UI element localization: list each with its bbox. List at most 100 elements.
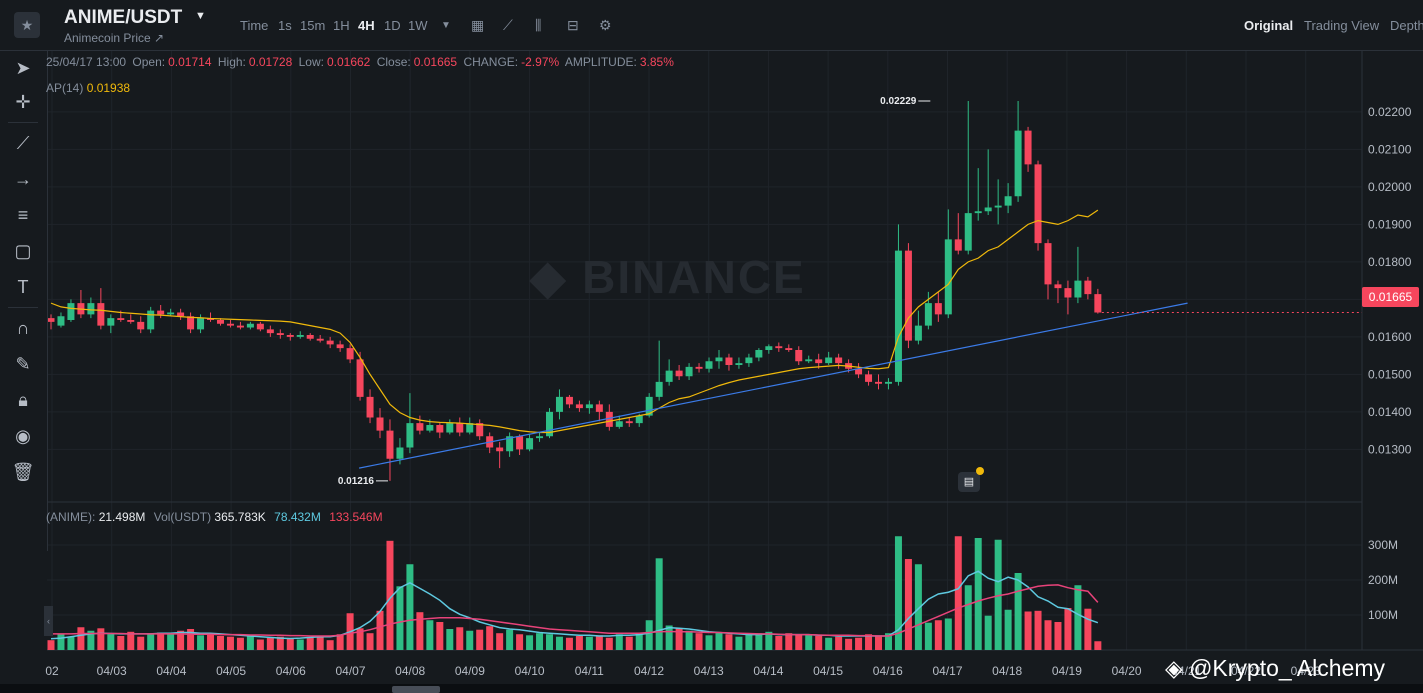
volume-bars [47,536,1102,650]
candle [795,346,803,365]
tab-1w[interactable]: 1W [408,18,428,33]
cursor-arrow-icon[interactable]: ➤ [15,58,31,78]
tab-1h[interactable]: 1H [333,18,350,33]
volume-bar [805,635,813,650]
candle [326,336,334,349]
tab-original[interactable]: Original [1244,18,1294,33]
candle-body [416,423,424,431]
candle [655,340,663,401]
tab-1d[interactable]: 1D [384,18,401,33]
volume-ma1-value: 78.432M [274,510,321,524]
collapse-toolbar-chevron-icon[interactable]: ‹ [44,606,53,636]
candle [67,299,75,322]
candle [286,333,294,341]
volume-bar [266,637,274,650]
volume-bar [426,620,434,650]
candle-body [924,303,932,326]
candle [1084,276,1092,300]
volume-bar [1094,641,1102,650]
volume-bar [336,634,344,650]
candle-body [934,303,942,315]
candle [685,363,693,380]
candle-body [536,436,544,439]
candle-body [246,323,254,328]
volume-value: 21.498M [98,510,146,524]
volume-bar [376,610,384,650]
volume-bar [585,636,593,650]
fib-tool-icon[interactable]: ≡ [17,205,29,225]
candle-body [625,421,633,424]
candle-body [1084,280,1092,295]
notes-badge-icon[interactable]: ▤ [958,472,980,492]
timeframe-more-icon[interactable]: ▼ [441,20,451,31]
scrollbar-thumb[interactable] [392,686,440,693]
draw-mode-icon[interactable]: ✎ [15,354,31,374]
candle [207,312,215,322]
candle [984,149,992,215]
symbol-title[interactable]: ANIME/USDT [64,7,183,28]
indicator-icon[interactable]: ⟋ [503,17,513,33]
magnet-icon[interactable]: ∩ [16,318,30,338]
tab-trading-view[interactable]: Trading View [1304,18,1380,33]
volume-bar [655,558,663,650]
chart-type-icon[interactable]: ⫼ [535,17,542,33]
trash-icon[interactable]: 🗑︎ [11,462,35,482]
symbol-dropdown-icon[interactable]: ▼ [195,10,206,22]
lock-icon[interactable]: 🔒︎ [18,390,28,410]
tab-depth[interactable]: Depth [1390,18,1423,33]
candle-body [157,310,165,315]
candle [575,400,583,412]
tab-15m[interactable]: 15m [300,18,326,33]
time-tick-label: 04/16 [873,664,903,678]
time-scrollbar[interactable] [0,684,1423,693]
candle-body [725,357,733,365]
candle [296,331,304,339]
candle-body [276,333,284,335]
text-tool-icon[interactable]: T [17,277,29,297]
volume-bar [1034,610,1042,650]
volume-bar [496,633,504,650]
high-label: High: [217,55,246,69]
volume-legend: (ANIME): 21.498M Vol(USDT) 365.783K 78.4… [46,510,383,524]
time-tick-label: 04/05 [216,664,246,678]
toolbar-divider [8,122,38,123]
candle-body [865,374,873,382]
volume-bar [605,637,613,650]
volume-bar [575,636,583,650]
visibility-eye-icon[interactable]: ◉ [15,426,31,446]
volume-bar [555,636,563,650]
settings-gear-icon[interactable]: ⚙ [599,17,612,33]
candle-body [127,320,135,322]
tab-time[interactable]: Time [240,18,269,33]
volume-bar [286,638,294,650]
tab-4h[interactable]: 4H [358,18,375,33]
rectangle-tool-icon[interactable]: ▢ [14,241,32,261]
compare-icon[interactable]: ⊟ [567,17,579,33]
candle-body [685,366,693,377]
price-tick-label: 0.02100 [1368,142,1412,156]
volume-bar [516,634,524,650]
calendar-icon[interactable]: ▦ [471,17,485,33]
candle [775,342,783,352]
close-value: 0.01665 [413,55,458,69]
candle [705,357,713,373]
time-axis: 02 04/03 04/04 04/05 04/06 04/07 04/08 04/09 04/… [45,664,1321,678]
volume-bar [476,629,484,650]
candle [1094,288,1102,314]
crosshair-icon[interactable]: ✛ [15,92,31,112]
candle-body [466,423,474,433]
volume-tick-label: 200M [1368,573,1398,587]
tab-1s[interactable]: 1s [278,18,292,33]
candle [805,355,813,364]
candle [256,321,264,332]
trendline-tool-icon[interactable]: ⟋ [16,133,30,153]
symbol-subtitle[interactable]: Animecoin Price ↗ [64,31,165,45]
candle-body [226,323,234,326]
arrow-tool-icon[interactable]: → [14,169,32,189]
candle-body [406,423,414,448]
volume-bar [944,618,952,650]
candle [665,359,673,386]
volume-bar [1004,609,1012,650]
favorite-star-icon[interactable]: ★ [14,12,40,38]
